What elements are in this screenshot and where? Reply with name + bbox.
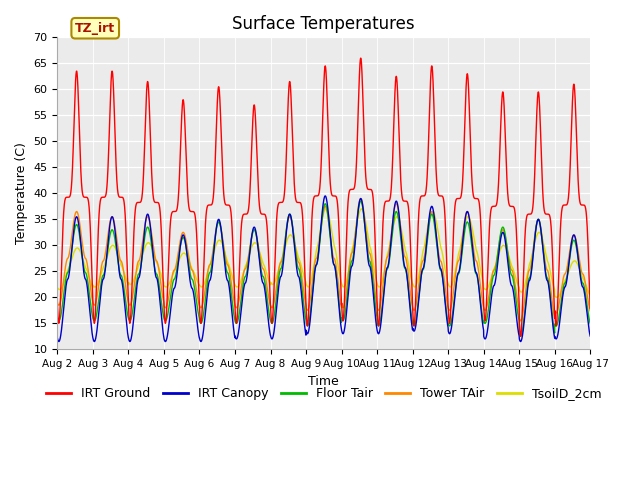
Tower TAir — [586, 308, 594, 313]
Floor Tair — [357, 198, 365, 204]
Tower TAir — [474, 261, 481, 266]
IRT Ground — [516, 334, 524, 339]
Text: TZ_irt: TZ_irt — [75, 22, 115, 35]
Floor Tair — [444, 314, 451, 320]
IRT Ground — [357, 55, 365, 61]
Line: Tower TAir: Tower TAir — [58, 199, 590, 321]
TsoilD_2cm — [149, 249, 157, 254]
Tower TAir — [414, 291, 422, 297]
TsoilD_2cm — [474, 250, 481, 256]
IRT Canopy — [54, 335, 61, 341]
IRT Canopy — [414, 307, 422, 312]
Floor Tair — [516, 334, 524, 339]
Floor Tair — [586, 321, 594, 326]
Tower TAir — [516, 318, 524, 324]
Line: IRT Ground: IRT Ground — [58, 58, 590, 336]
IRT Canopy — [586, 333, 594, 339]
Tower TAir — [357, 196, 365, 202]
Tower TAir — [304, 307, 312, 313]
IRT Ground — [304, 323, 312, 328]
Tower TAir — [54, 300, 61, 305]
TsoilD_2cm — [54, 285, 61, 290]
Tower TAir — [444, 300, 451, 305]
X-axis label: Time: Time — [308, 374, 339, 388]
IRT Ground — [586, 305, 594, 311]
IRT Canopy — [474, 274, 481, 279]
TsoilD_2cm — [304, 284, 312, 289]
TsoilD_2cm — [586, 292, 593, 298]
Floor Tair — [54, 315, 61, 321]
Y-axis label: Temperature (C): Temperature (C) — [15, 143, 28, 244]
IRT Ground — [54, 302, 61, 308]
Floor Tair — [474, 274, 481, 280]
Line: IRT Canopy: IRT Canopy — [58, 196, 590, 342]
Line: Floor Tair: Floor Tair — [58, 201, 590, 336]
IRT Ground — [474, 196, 481, 202]
Floor Tair — [304, 323, 312, 329]
TsoilD_2cm — [444, 277, 451, 283]
Floor Tair — [149, 254, 157, 260]
IRT Ground — [149, 193, 157, 199]
IRT Ground — [414, 237, 422, 242]
TsoilD_2cm — [553, 294, 561, 300]
Line: TsoilD_2cm: TsoilD_2cm — [58, 209, 590, 297]
TsoilD_2cm — [322, 206, 330, 212]
TsoilD_2cm — [414, 278, 422, 284]
Floor Tair — [586, 319, 593, 324]
Tower TAir — [586, 306, 593, 312]
IRT Canopy — [586, 331, 593, 336]
IRT Canopy — [149, 252, 157, 258]
IRT Canopy — [197, 339, 205, 345]
IRT Ground — [586, 292, 593, 298]
TsoilD_2cm — [586, 293, 594, 299]
Tower TAir — [149, 242, 157, 248]
IRT Canopy — [304, 331, 312, 336]
IRT Canopy — [444, 319, 451, 325]
Title: Surface Temperatures: Surface Temperatures — [232, 15, 415, 33]
IRT Canopy — [321, 193, 329, 199]
IRT Ground — [444, 274, 451, 279]
Floor Tair — [414, 305, 422, 311]
Legend: IRT Ground, IRT Canopy, Floor Tair, Tower TAir, TsoilD_2cm: IRT Ground, IRT Canopy, Floor Tair, Towe… — [41, 383, 607, 406]
